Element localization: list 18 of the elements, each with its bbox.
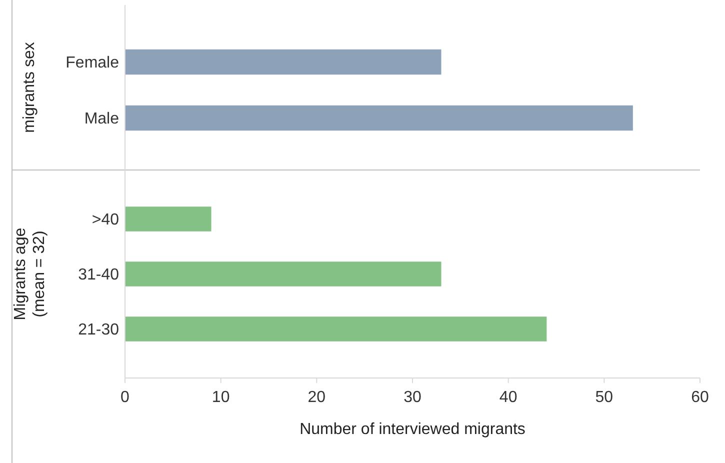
y-axis-title: migrants sex xyxy=(21,42,38,133)
y-tick-label: 21-30 xyxy=(78,322,120,339)
y-tick-label: >40 xyxy=(92,212,120,229)
x-axis-title: Number of interviewed migrants xyxy=(300,421,526,438)
y-tick-label: 31-40 xyxy=(78,266,120,284)
y-axis-title: Migrants age (mean = 32) xyxy=(12,228,48,320)
x-tick-label: 10 xyxy=(212,389,230,406)
bar xyxy=(125,316,547,342)
x-tick-label: 20 xyxy=(308,389,326,406)
y-tick-label: Male xyxy=(84,110,120,128)
x-tick-label: 30 xyxy=(404,389,422,406)
x-tick-label: 60 xyxy=(691,389,709,406)
x-tick-label: 0 xyxy=(120,389,130,406)
x-tick-label: 40 xyxy=(499,389,518,406)
bar xyxy=(125,206,212,232)
x-tick-label: 50 xyxy=(595,389,614,406)
bar xyxy=(125,262,442,286)
y-tick-label: Female xyxy=(66,54,120,72)
